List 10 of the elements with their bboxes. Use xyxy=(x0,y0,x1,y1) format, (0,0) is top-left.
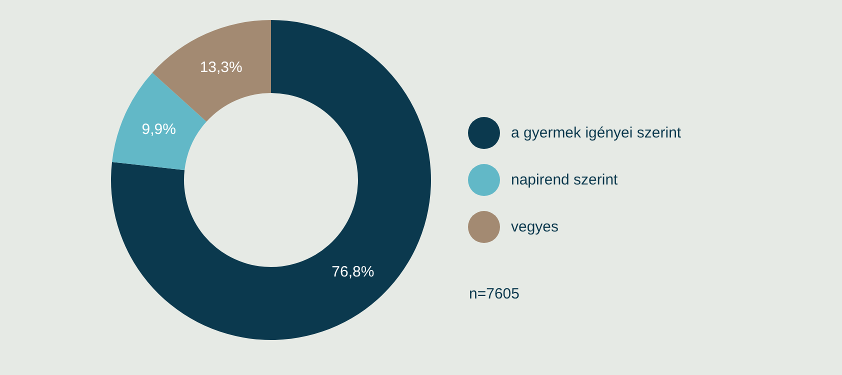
data-label: 13,3% xyxy=(200,59,242,76)
legend-label: vegyes xyxy=(511,218,559,236)
data-label: 9,9% xyxy=(142,120,176,138)
donut-slice xyxy=(111,20,431,340)
donut-slice xyxy=(112,72,206,170)
legend-label: napirend szerint xyxy=(511,172,619,188)
legend-label: a gyermek igényei szerint xyxy=(511,124,682,142)
text: n=7605 xyxy=(469,286,520,302)
data-label: 76,8% xyxy=(332,263,374,280)
donut-slice xyxy=(152,20,271,122)
